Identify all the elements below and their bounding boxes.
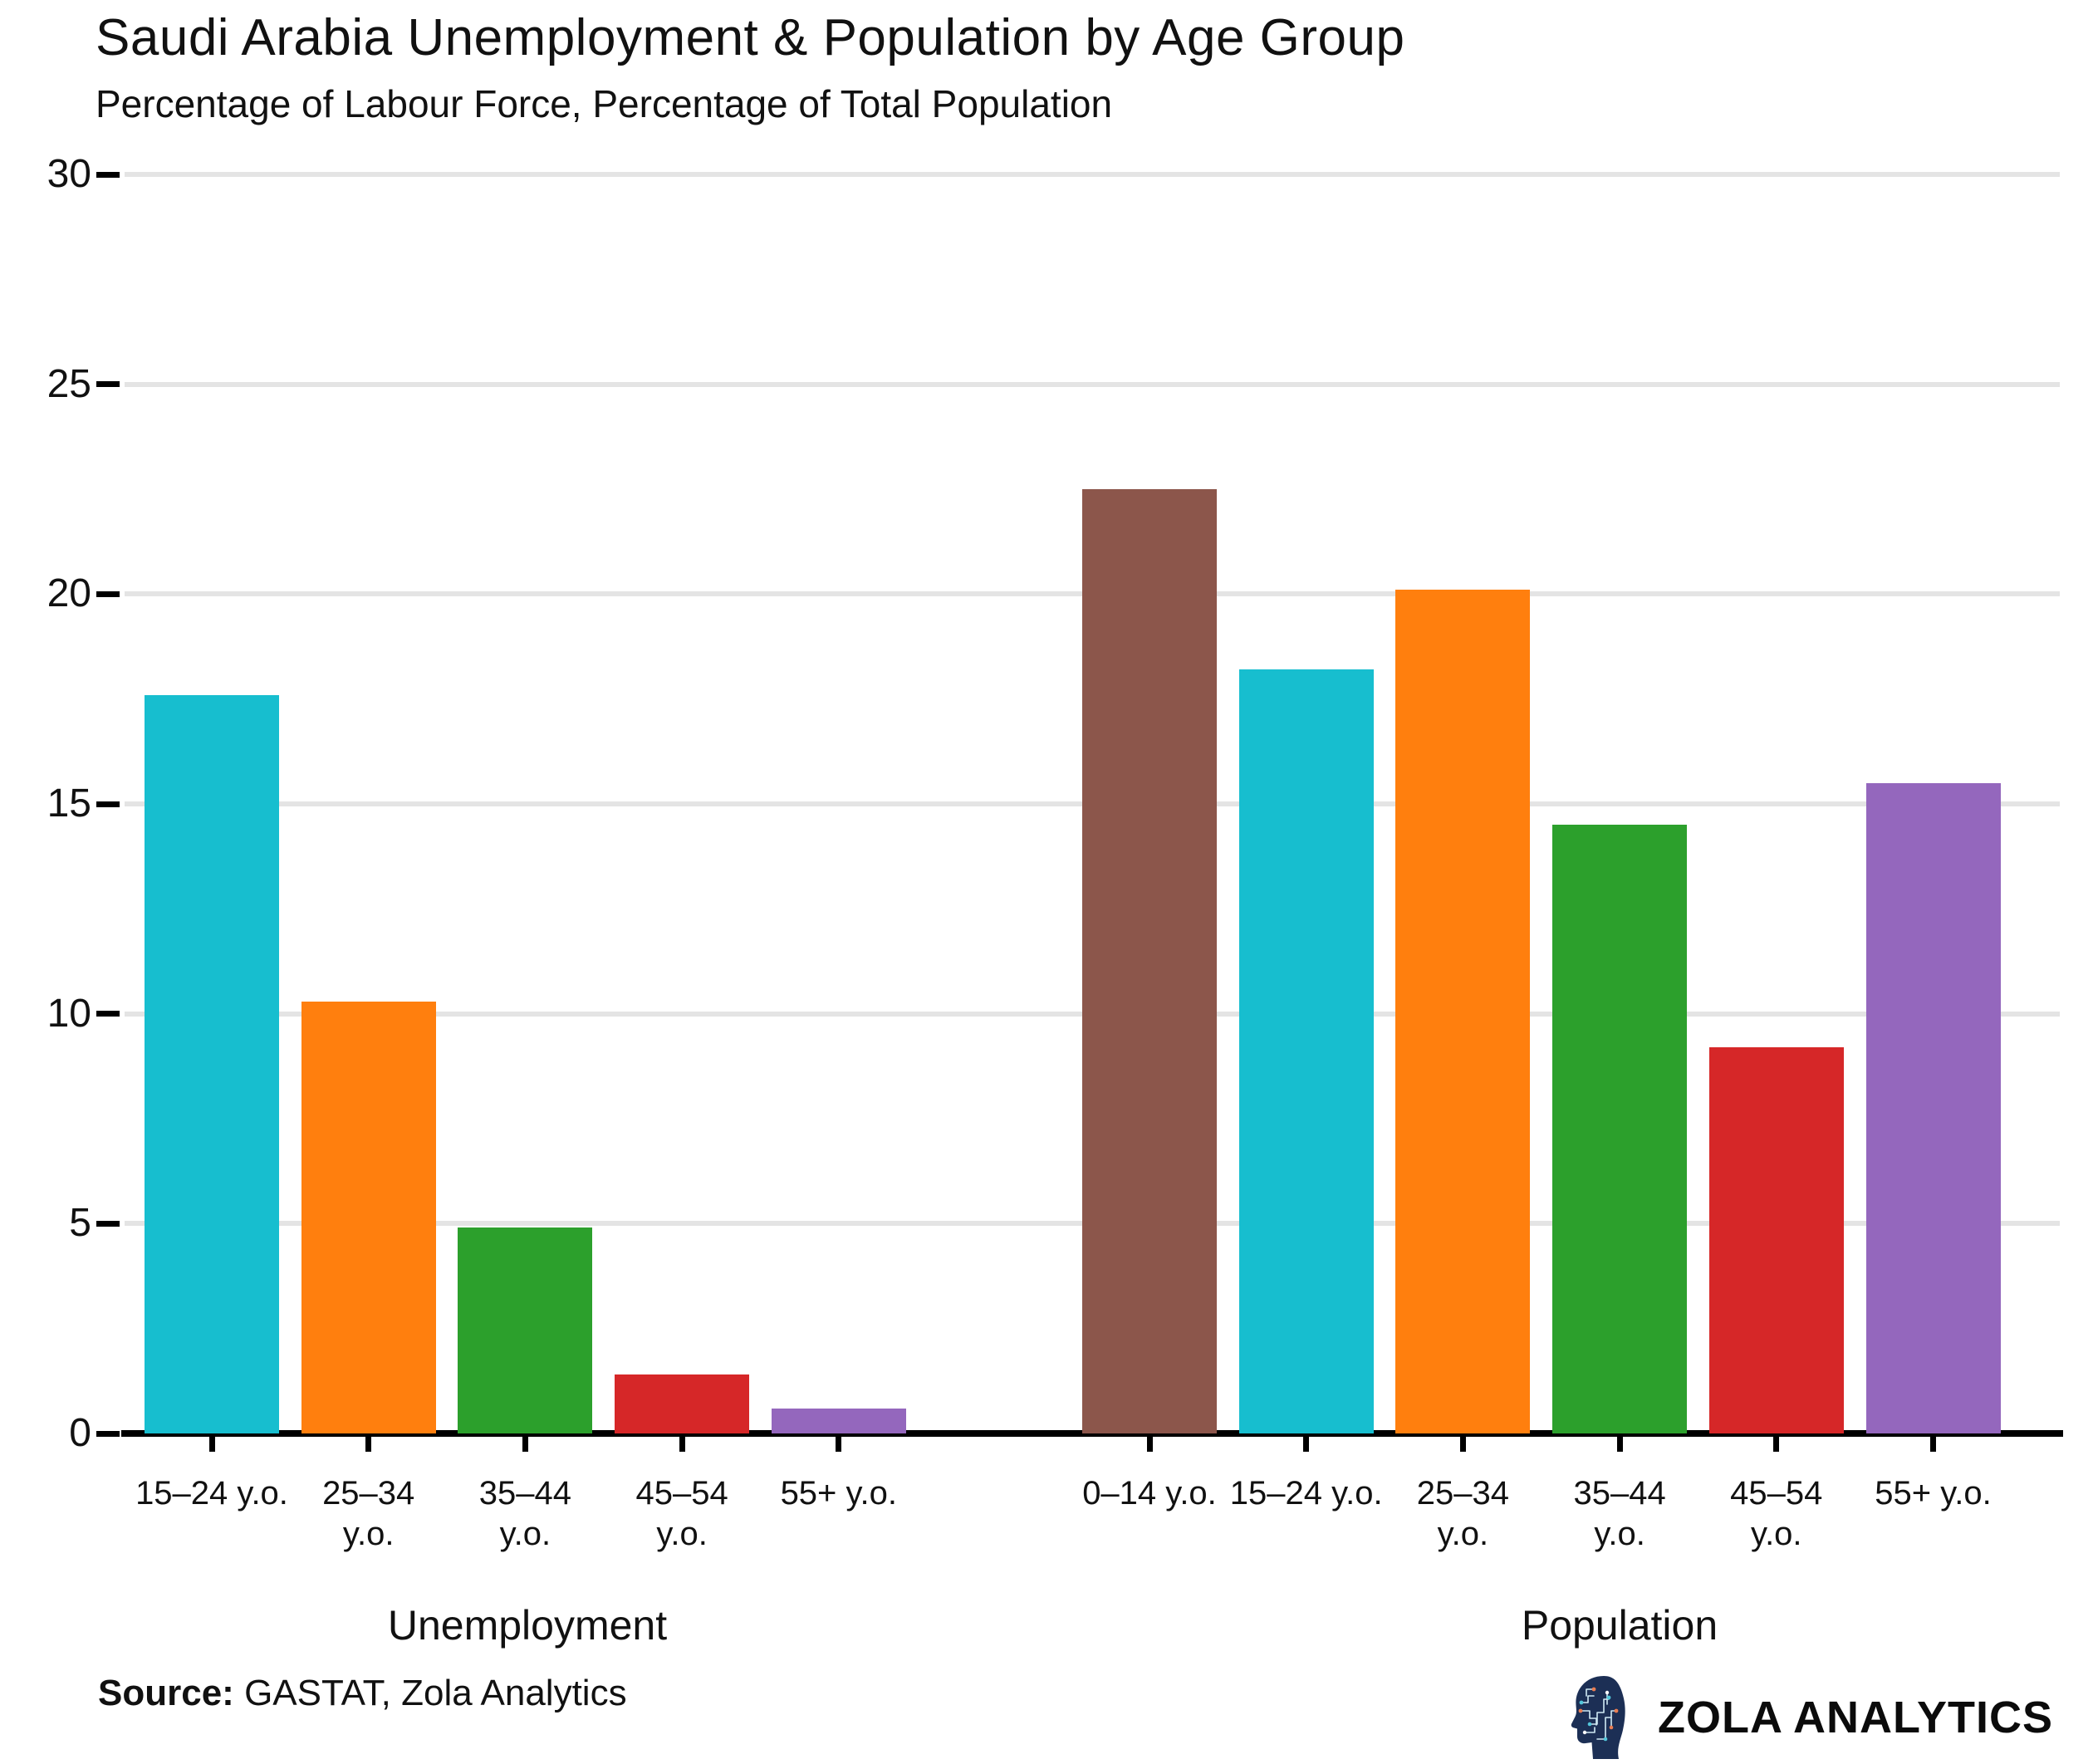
bar-unemployment-15-24-y-o: [145, 694, 279, 1433]
y-axis-tick-mark-15: [96, 801, 120, 807]
y-axis-tick-mark-0: [96, 1430, 120, 1437]
plot-area: 0 5 10 15 20 25 30 15–24 y.o. 25–34 y.o. 35–44 y.o.…: [47, 153, 2063, 1552]
x-axis-tick-mark: [1616, 1437, 1623, 1452]
zola-logo: ZOLA ANALYTICS: [1570, 1674, 2053, 1761]
y-axis-tick-label-20: 20: [47, 571, 91, 616]
category-label-15-24-y-o: 15–24 y.o.: [1229, 1475, 1383, 1512]
x-axis-tick-mark: [1773, 1437, 1780, 1452]
brand-name: ZOLA ANALYTICS: [1658, 1693, 2054, 1742]
category-label-0-14-y-o: 0–14 y.o.: [1082, 1475, 1217, 1512]
bar-unemployment-25-34-y-o: [301, 1001, 436, 1433]
source-label: Source:: [98, 1673, 234, 1713]
category-label-25-34-y-o: 25–34 y.o.: [1416, 1475, 1509, 1552]
y-axis-tick-label-25: 25: [47, 361, 91, 406]
chart-title: Saudi Arabia Unemployment & Population b…: [96, 9, 1405, 66]
y-axis-tick-mark-20: [96, 590, 120, 597]
category-label-55+-y-o: 55+ y.o.: [1875, 1475, 1992, 1512]
chart-subtitle: Percentage of Labour Force, Percentage o…: [96, 82, 1113, 125]
source-note: Source: GASTAT, Zola Analytics: [98, 1673, 627, 1714]
group-label-unemployment: Unemployment: [387, 1602, 668, 1649]
zola-logo-head-icon: [1571, 1676, 1625, 1759]
x-axis-tick-mark: [1303, 1437, 1310, 1452]
x-axis-tick-mark: [1930, 1437, 1936, 1452]
gridline-30: [125, 172, 2060, 177]
y-axis-tick-label-15: 15: [47, 782, 91, 826]
x-axis-tick-mark: [836, 1437, 842, 1452]
bar-population-45-54-y-o: [1708, 1047, 1844, 1433]
bar-population-25-34-y-o: [1395, 590, 1531, 1433]
category-label-45-54-y-o: 45–54 y.o.: [635, 1475, 728, 1552]
x-axis-tick-mark: [365, 1437, 372, 1452]
y-axis-tick-label-5: 5: [69, 1201, 91, 1246]
x-axis-tick-mark: [1459, 1437, 1466, 1452]
y-axis-tick-mark-5: [96, 1220, 120, 1227]
source-text: GASTAT, Zola Analytics: [244, 1673, 627, 1713]
bar-unemployment-45-54-y-o: [615, 1374, 750, 1433]
bar-unemployment-55+-y-o: [771, 1408, 906, 1433]
x-axis-tick-mark: [1146, 1437, 1153, 1452]
category-label-25-34-y-o: 25–34 y.o.: [322, 1475, 415, 1552]
x-axis-line: [121, 1430, 2063, 1437]
y-axis-tick-label-30: 30: [47, 152, 91, 196]
gridline-25: [125, 381, 2060, 387]
category-label-55+-y-o: 55+ y.o.: [780, 1475, 898, 1512]
bar-unemployment-35-44-y-o: [458, 1227, 593, 1433]
x-axis-tick-mark: [208, 1437, 215, 1452]
category-label-35-44-y-o: 35–44 y.o.: [1573, 1475, 1666, 1552]
bar-population-15-24-y-o: [1238, 669, 1374, 1433]
y-axis-tick-label-10: 10: [47, 991, 91, 1036]
x-axis-tick-mark: [679, 1437, 685, 1452]
bar-population-55+-y-o: [1865, 782, 2001, 1433]
y-axis-tick-mark-30: [96, 171, 120, 178]
y-axis-tick-mark-10: [96, 1011, 120, 1017]
y-axis-tick-label-0: 0: [69, 1411, 91, 1455]
category-label-35-44-y-o: 35–44 y.o.: [478, 1475, 571, 1552]
category-label-15-24-y-o: 15–24 y.o.: [135, 1475, 288, 1512]
bar-population-0-14-y-o: [1082, 489, 1217, 1433]
category-label-45-54-y-o: 45–54 y.o.: [1730, 1475, 1823, 1552]
bar-population-35-44-y-o: [1552, 825, 1688, 1433]
x-axis-tick-mark: [522, 1437, 528, 1452]
group-label-population: Population: [1521, 1602, 1718, 1649]
y-axis-tick-mark-25: [96, 381, 120, 388]
